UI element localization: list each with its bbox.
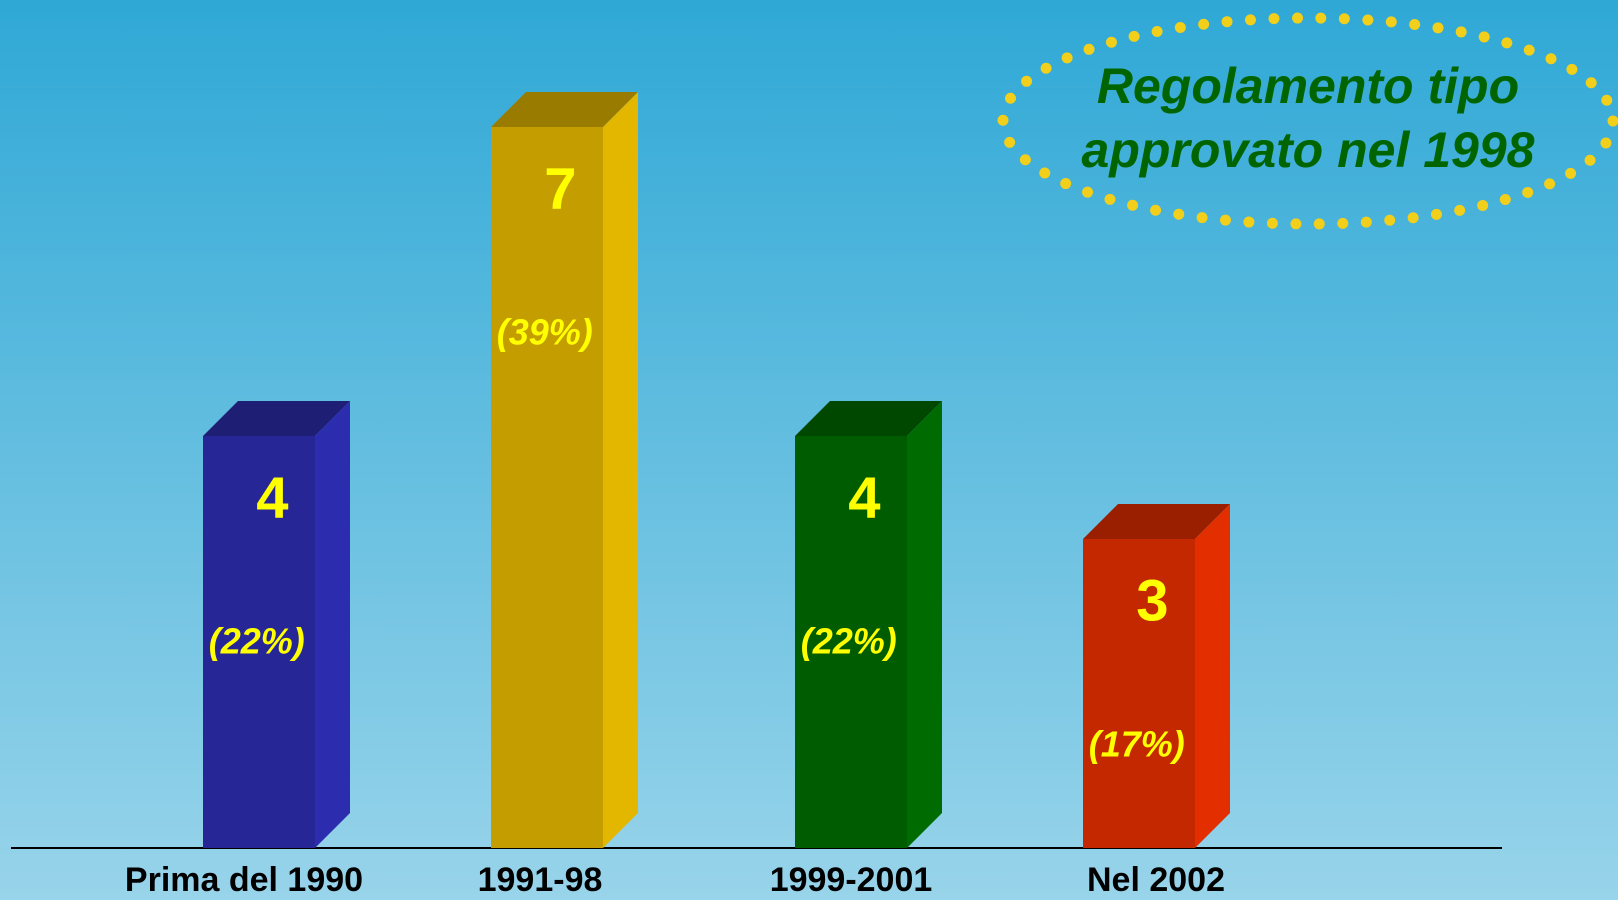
bar: [203, 436, 315, 848]
x-tick-label: Prima del 1990: [125, 861, 363, 899]
share-label: (17%): [1089, 724, 1185, 765]
bar-side: [1195, 504, 1230, 848]
bar: [491, 127, 603, 848]
annotation: Regolamento tipo: [1097, 58, 1519, 114]
x-tick-label: 1991-98: [478, 861, 603, 899]
bar-top: [1083, 504, 1230, 539]
bar-top: [491, 92, 638, 127]
value-label: 3: [1136, 568, 1168, 633]
annotation-border: [997, 12, 1618, 230]
bar: [795, 436, 907, 848]
x-tick-label: Nel 2002: [1087, 861, 1225, 899]
share-label: (22%): [209, 621, 305, 662]
bar-top: [795, 401, 942, 436]
bar-side: [603, 92, 638, 848]
bar-side: [315, 401, 350, 848]
value-label: 4: [848, 465, 880, 530]
share-label: (22%): [801, 621, 897, 662]
value-label: 4: [256, 465, 288, 530]
bar-top: [203, 401, 350, 436]
share-label: (39%): [497, 312, 593, 353]
x-tick-label: 1999-2001: [770, 861, 933, 899]
bar-side: [907, 401, 942, 848]
bar: [1083, 539, 1195, 848]
value-label: 7: [544, 156, 576, 221]
annotation: approvato nel 1998: [1082, 122, 1535, 178]
